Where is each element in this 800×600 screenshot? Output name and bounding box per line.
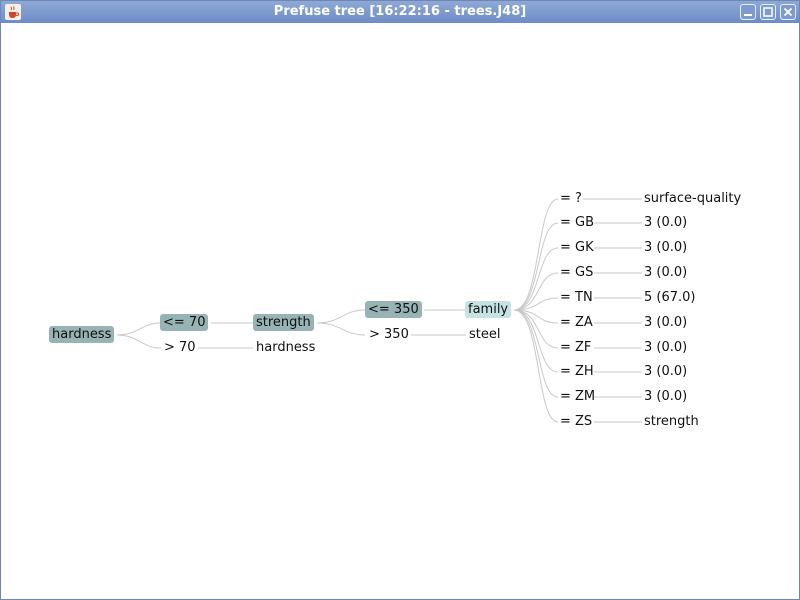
edge (513, 309, 559, 373)
branch-result[interactable]: strength (644, 414, 699, 429)
minimize-button[interactable] (740, 4, 756, 20)
branch-condition[interactable]: = GS (560, 265, 594, 280)
tree-node-strength[interactable]: strength (253, 314, 314, 331)
tree-node-le-350[interactable]: <= 350 (365, 301, 422, 318)
edge (316, 322, 366, 336)
tree-node-gt-70[interactable]: > 70 (164, 340, 196, 355)
edge (513, 309, 559, 423)
branch-result[interactable]: surface-quality (644, 191, 742, 206)
edge (116, 322, 162, 336)
branch-condition[interactable]: = GK (560, 240, 594, 255)
title-bar[interactable]: Prefuse tree [16:22:16 - trees.J48] (1, 1, 799, 23)
close-icon (783, 7, 793, 17)
maximize-icon (763, 7, 773, 17)
tree-node-family[interactable]: family (465, 301, 512, 318)
branch-result[interactable]: 3 (0.0) (644, 364, 688, 379)
edge (513, 198, 559, 311)
branch-condition[interactable]: = GB (560, 215, 595, 230)
edge (513, 247, 559, 311)
tree-node-hardness-leaf[interactable]: hardness (256, 340, 316, 355)
tree-node-steel[interactable]: steel (469, 327, 501, 342)
edge (316, 309, 366, 324)
branch-condition[interactable]: = TN (560, 290, 593, 305)
branch-condition[interactable]: = ZM (560, 389, 596, 404)
tree-node-le-70[interactable]: <= 70 (160, 314, 209, 331)
tree-node-root-hardness[interactable]: hardness (49, 326, 115, 343)
branch-result[interactable]: 3 (0.0) (644, 389, 688, 404)
java-coffee-icon (5, 4, 21, 20)
branch-condition[interactable]: = ZF (560, 340, 592, 355)
branch-condition[interactable]: = ZA (560, 315, 593, 330)
edge (513, 272, 559, 311)
window-title: Prefuse tree [16:22:16 - trees.J48] (273, 4, 527, 19)
branch-condition[interactable]: = ZH (560, 364, 594, 379)
edge (513, 297, 559, 311)
branch-result[interactable]: 3 (0.0) (644, 265, 688, 280)
edge (513, 222, 559, 311)
minimize-icon (744, 14, 752, 16)
close-button[interactable] (780, 4, 796, 20)
branch-result[interactable]: 3 (0.0) (644, 240, 688, 255)
tree-node-gt-350[interactable]: > 350 (369, 327, 409, 342)
edge (513, 309, 559, 349)
branch-condition[interactable]: = ZS (560, 414, 593, 429)
branch-result[interactable]: 3 (0.0) (644, 340, 688, 355)
edge (116, 334, 162, 349)
branch-result[interactable]: 3 (0.0) (644, 315, 688, 330)
tree-edges (116, 198, 642, 423)
branch-result[interactable]: 5 (67.0) (644, 290, 696, 305)
tree-canvas[interactable]: hardness <= 70 > 70 strength hardness <=… (1, 23, 799, 599)
branch-result[interactable]: 3 (0.0) (644, 215, 688, 230)
maximize-button[interactable] (760, 4, 776, 20)
branch-condition[interactable]: = ? (560, 191, 582, 206)
